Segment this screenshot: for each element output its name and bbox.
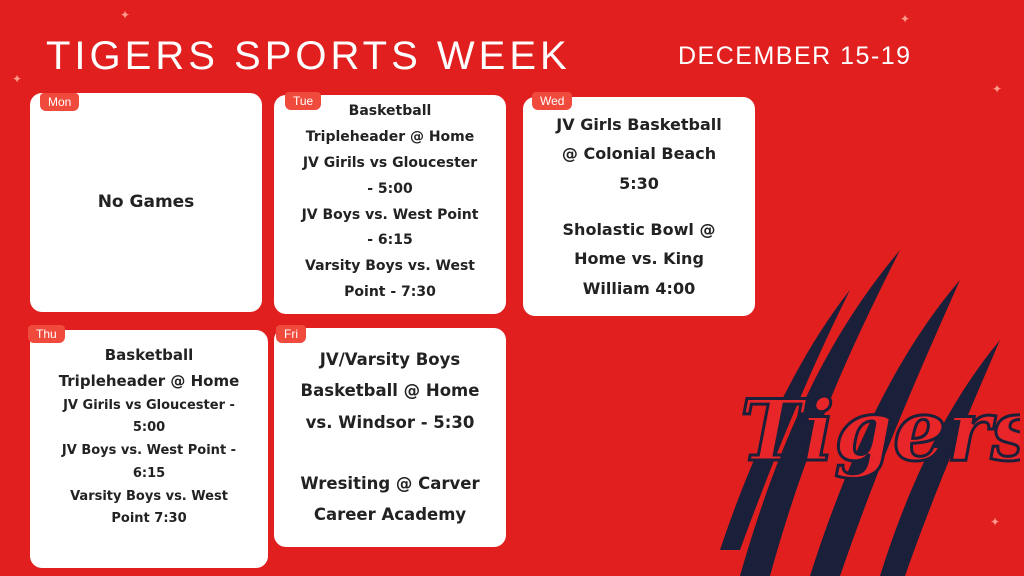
day-card-wed: JV Girls Basketball @ Colonial Beach 5:3…: [523, 97, 755, 316]
event-text: @ Colonial Beach: [561, 144, 717, 164]
day-card-thu: Basketball Tripleheader @ Home JV Girils…: [30, 330, 268, 568]
logo-text: Tigers: [740, 381, 1020, 480]
event-text: - 6:15: [367, 232, 413, 249]
event-text: Varsity Boys vs. West: [70, 488, 228, 504]
event-text: Tripleheader @ Home: [305, 128, 475, 145]
day-card-tue: Basketball Tripleheader @ Home JV Girils…: [274, 95, 506, 314]
event-text: JV Girils vs Gloucester: [302, 154, 478, 171]
day-tab-tue: Tue: [285, 92, 322, 110]
event-text: - 5:00: [367, 180, 413, 197]
sparkle-icon: ✦: [900, 12, 911, 26]
sparkle-icon: ✦: [990, 515, 1001, 529]
sparkle-icon: ✦: [12, 72, 23, 86]
event-text: Point - 7:30: [344, 284, 436, 301]
event-text: William 4:00: [582, 278, 696, 298]
event-text: Basketball: [348, 103, 432, 119]
page-title: TIGERS SPORTS WEEK: [46, 34, 571, 78]
event-text: JV Boys vs. West Point: [301, 206, 479, 223]
day-tab-mon: Mon: [40, 93, 80, 111]
event-text: Career Academy: [313, 505, 467, 525]
day-card-mon: No Games: [30, 93, 262, 312]
sparkle-icon: ✦: [120, 8, 131, 22]
event-text: Basketball @ Home: [300, 381, 480, 401]
date-range: DECEMBER 15-19: [678, 42, 912, 70]
event-text: JV Girils vs Gloucester -: [63, 397, 235, 413]
day-tab-thu: Thu: [28, 325, 65, 343]
event-text: Home vs. King: [574, 249, 704, 269]
sparkle-icon: ✦: [992, 82, 1003, 96]
event-text: Sholastic Bowl @: [562, 219, 716, 239]
event-text: 5:30: [619, 173, 659, 193]
day-tab-wed: Wed: [532, 92, 573, 110]
tigers-logo: Tigers: [720, 250, 1020, 576]
day-tab-fri: Fri: [276, 325, 306, 343]
event-text: No Games: [97, 192, 195, 213]
event-text: 6:15: [132, 465, 166, 481]
event-text: JV Boys vs. West Point -: [61, 443, 237, 458]
event-text: Point 7:30: [111, 511, 187, 527]
event-text: Wresiting @ Carver: [300, 474, 480, 494]
event-text: vs. Windsor - 5:30: [305, 412, 475, 432]
event-text: JV Girls Basketball: [556, 114, 722, 134]
claw-marks-icon: [720, 250, 1000, 576]
event-text: JV/Varsity Boys: [319, 350, 461, 369]
event-text: Varsity Boys vs. West: [305, 258, 475, 275]
event-text: Basketball: [104, 346, 194, 364]
event-text: 5:00: [132, 420, 166, 436]
day-card-fri: JV/Varsity Boys Basketball @ Home vs. Wi…: [274, 328, 506, 547]
event-text: Tripleheader @ Home: [58, 372, 240, 391]
